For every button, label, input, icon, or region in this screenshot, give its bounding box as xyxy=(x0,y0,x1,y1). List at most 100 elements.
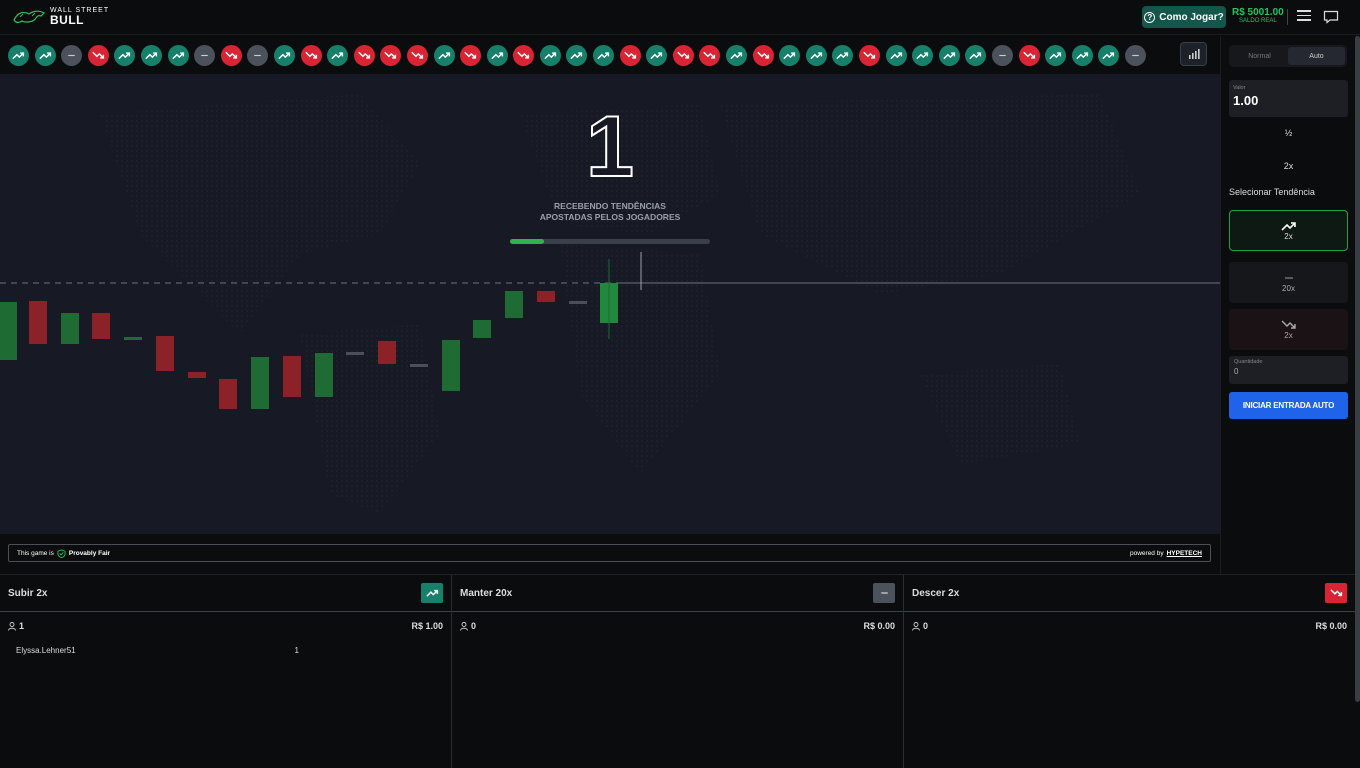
history-result-up xyxy=(832,44,854,66)
trend-up-icon xyxy=(1280,222,1296,231)
trend-flat-multiplier: 20x xyxy=(1282,284,1295,293)
shield-check-icon xyxy=(57,548,66,558)
history-result-flat xyxy=(247,44,269,66)
history-result-up xyxy=(965,44,987,66)
bets-column-flat: Manter 20x 0 R$ 0.00 xyxy=(452,575,904,768)
tab-auto[interactable]: Auto xyxy=(1288,47,1345,65)
scrollbar[interactable] xyxy=(1355,36,1360,702)
history-result-flat xyxy=(991,44,1013,66)
provably-fair-link[interactable]: Provably Fair xyxy=(68,549,111,557)
history-result-down xyxy=(859,44,880,66)
value-label: Valor xyxy=(1233,85,1246,91)
history-result-up xyxy=(167,44,189,66)
bets-column-up: Subir 2x 1 R$ 1.00 Elyssa.Lehner51 1 xyxy=(0,575,452,768)
candle xyxy=(156,336,174,371)
candle xyxy=(61,313,79,344)
history-result-down xyxy=(300,44,322,66)
countdown-number: 1 xyxy=(585,99,635,195)
trend-down-button[interactable]: 2x xyxy=(1229,309,1348,350)
history-result-up xyxy=(114,44,136,66)
history-result-up xyxy=(912,44,934,66)
progress-fill xyxy=(510,239,544,244)
trend-up-multiplier: 2x xyxy=(1284,232,1293,241)
history-result-up xyxy=(1098,44,1120,66)
history-result-up xyxy=(433,44,455,66)
quantity-field[interactable]: Quantidade 0 xyxy=(1229,356,1348,384)
value-field[interactable]: Valor 1.00 xyxy=(1229,80,1348,117)
candle xyxy=(188,372,206,378)
provably-fair-bar: This game is Provably Fair powered by HY… xyxy=(8,544,1211,562)
bar-chart-icon xyxy=(1188,49,1200,59)
bets-column-down: Descer 2x 0 R$ 0.00 xyxy=(904,575,1355,768)
history-result-down xyxy=(380,44,402,66)
start-auto-button[interactable]: INICIAR ENTRADA AUTO xyxy=(1229,392,1348,419)
history-result-up xyxy=(273,44,295,66)
history-result-down xyxy=(406,44,428,66)
double-button[interactable]: 2x xyxy=(1283,161,1294,171)
balance: R$ 5001.00 SALDO REAL xyxy=(1232,7,1284,25)
how-to-play-button[interactable]: ? Como Jogar? xyxy=(1142,6,1226,28)
player-count: 0 xyxy=(471,621,477,631)
fair-prefix: This game is xyxy=(17,549,54,557)
value-input[interactable]: 1.00 xyxy=(1233,93,1259,108)
half-button[interactable]: ½ xyxy=(1284,128,1293,138)
trend-up-button[interactable]: 2x xyxy=(1229,210,1348,251)
history-result-up xyxy=(34,44,56,66)
hypetech-link[interactable]: HYPETECH xyxy=(1166,549,1202,557)
history-result-down xyxy=(353,44,375,66)
trend-down-icon xyxy=(1325,583,1347,603)
header-divider xyxy=(1287,9,1288,25)
column-title: Manter 20x xyxy=(460,587,513,599)
trend-flat-icon xyxy=(1284,277,1293,279)
logo: WALL STREET BULL xyxy=(12,7,109,26)
candle xyxy=(29,301,47,344)
status-text: RECEBENDO TENDÊNCIAS APOSTADAS PELOS JOG… xyxy=(500,201,720,222)
chat-icon[interactable] xyxy=(1323,10,1339,24)
history-result-up xyxy=(779,44,801,66)
candlestick-chart xyxy=(0,252,1220,409)
total-amount: R$ 0.00 xyxy=(1315,621,1347,631)
candle xyxy=(346,352,364,355)
tab-normal[interactable]: Normal xyxy=(1248,52,1271,60)
history-result-down xyxy=(513,44,535,66)
trend-flat-button[interactable]: 20x xyxy=(1229,262,1348,303)
balance-value: R$ 5001.00 xyxy=(1232,7,1284,18)
history-result-flat xyxy=(194,44,216,66)
player-name: Elyssa.Lehner51 xyxy=(16,646,76,655)
history-result-down xyxy=(87,44,109,66)
logo-line2: BULL xyxy=(50,13,84,27)
history-result-down xyxy=(752,44,774,66)
history-result-up xyxy=(327,44,349,66)
history-result-up xyxy=(539,44,561,66)
history-result-up xyxy=(885,44,907,66)
bets-section: Subir 2x 1 R$ 1.00 Elyssa.Lehner51 1 Man… xyxy=(0,574,1355,768)
question-icon: ? xyxy=(1144,11,1156,23)
candle xyxy=(219,379,237,409)
total-amount: R$ 1.00 xyxy=(411,621,443,631)
column-title: Subir 2x xyxy=(8,587,48,599)
player-count: 1 xyxy=(19,621,25,631)
history-result-down xyxy=(699,44,721,66)
history-result-up xyxy=(1045,44,1067,66)
history-result-flat xyxy=(1124,44,1146,66)
stats-button[interactable] xyxy=(1180,42,1207,66)
bet-panel: Normal Auto Valor 1.00 ½ 2x Selecionar T… xyxy=(1220,36,1355,574)
hamburger-menu-icon[interactable] xyxy=(1297,10,1311,22)
history-result-up xyxy=(726,44,748,66)
how-to-play-label: Como Jogar? xyxy=(1159,11,1224,23)
history-result-up xyxy=(486,44,508,66)
candle xyxy=(410,364,428,367)
candle xyxy=(473,320,491,338)
history-result-down xyxy=(220,44,242,66)
user-icon xyxy=(8,621,16,631)
quantity-input[interactable]: 0 xyxy=(1234,367,1239,376)
balance-label: SALDO REAL xyxy=(1239,18,1277,24)
trend-down-multiplier: 2x xyxy=(1284,331,1293,340)
quantity-label: Quantidade xyxy=(1234,359,1263,365)
history-result-down xyxy=(1018,44,1040,66)
trend-down-icon xyxy=(1281,320,1296,329)
status-line2: APOSTADAS PELOS JOGADORES xyxy=(539,211,681,222)
bull-logo-icon xyxy=(13,10,45,23)
logo-line1: WALL STREET xyxy=(50,7,110,14)
history-result-down xyxy=(672,44,694,66)
